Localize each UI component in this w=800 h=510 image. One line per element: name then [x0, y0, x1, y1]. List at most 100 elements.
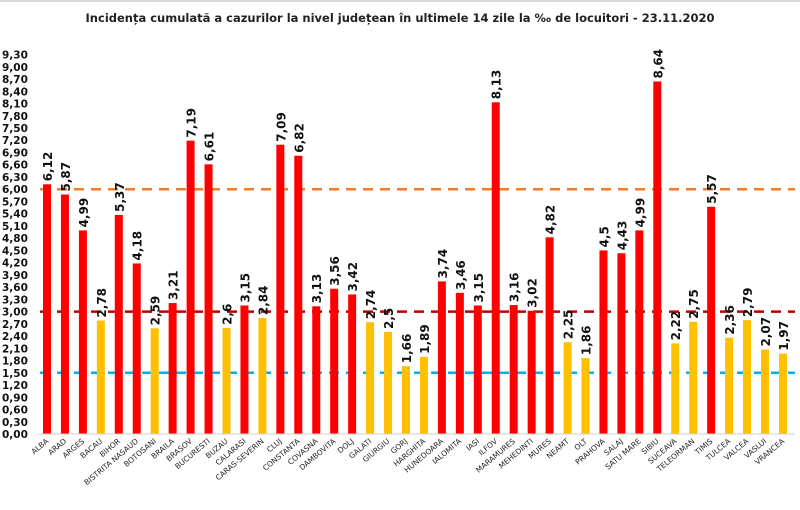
bar: [150, 328, 159, 434]
y-tick-label: 1,80: [2, 356, 28, 368]
y-tick-label: 0,60: [2, 405, 28, 417]
bar: [384, 332, 393, 434]
data-label: 4,99: [633, 198, 647, 228]
y-tick-label: 0,30: [2, 417, 28, 429]
bar: [330, 288, 339, 434]
data-label: 4,43: [615, 221, 629, 251]
data-label: 5,87: [59, 162, 73, 192]
y-tick-label: 4,50: [2, 245, 28, 257]
bar: [78, 230, 87, 434]
data-label: 3,74: [436, 249, 450, 279]
bar: [778, 353, 787, 434]
data-label: 8,64: [651, 49, 665, 79]
y-tick-label: 0,90: [2, 392, 28, 404]
bar: [491, 102, 500, 435]
bar: [527, 310, 536, 434]
y-tick-label: 0,00: [2, 429, 28, 441]
y-tick-label: 8,70: [2, 74, 28, 86]
y-tick-label: 6,00: [2, 184, 28, 196]
reference-lines: [40, 187, 795, 375]
data-label: 2,84: [256, 286, 270, 316]
y-tick-label: 2,70: [2, 319, 28, 331]
data-label: 2,22: [669, 311, 683, 341]
data-label: 3,15: [472, 273, 486, 303]
data-label: 6,82: [292, 123, 306, 153]
data-label: 3,15: [238, 273, 252, 303]
data-label: 1,89: [418, 324, 432, 354]
bar: [366, 322, 375, 434]
data-label: 2,07: [759, 317, 773, 347]
y-tick-label: 8,40: [2, 86, 28, 98]
data-label: 2,59: [149, 296, 163, 326]
bar: [294, 155, 303, 434]
bar: [222, 327, 231, 434]
bar: [761, 349, 769, 434]
bar: [743, 320, 752, 434]
bar: [43, 184, 51, 434]
data-label: 6,12: [41, 152, 55, 182]
bar: [563, 342, 572, 434]
y-tick-label: 3,60: [2, 282, 28, 294]
y-tick-label: 3,00: [2, 307, 28, 319]
bar: [581, 358, 590, 434]
data-label: 1,86: [580, 326, 594, 356]
y-tick-label: 4,80: [2, 233, 28, 245]
data-label: 6,61: [203, 132, 217, 162]
y-tick-label: 5,40: [2, 209, 28, 221]
bar: [96, 320, 105, 434]
data-label: 2,36: [723, 305, 737, 335]
data-label: 3,46: [454, 260, 468, 290]
data-label: 3,13: [310, 274, 324, 304]
bar: [312, 306, 321, 434]
bars: [43, 81, 787, 435]
bar: [60, 194, 69, 434]
bar: [635, 230, 644, 434]
bar: [599, 250, 608, 434]
data-label: 2,74: [364, 290, 378, 320]
data-label: 8,13: [490, 70, 504, 100]
bar: [707, 206, 716, 434]
y-tick-label: 5,70: [2, 196, 28, 208]
bar: [653, 81, 662, 434]
data-label: 3,56: [328, 256, 342, 286]
data-labels: 6,12 5,87 4,99 2,78 5,37 4,18 2,59 3,21 7,19 6,61…: [41, 49, 791, 363]
y-tick-label: 6,30: [2, 172, 28, 184]
bar: [276, 144, 285, 434]
data-label: 5,37: [113, 182, 127, 212]
bar: [437, 281, 446, 434]
y-axis: 0,000,300,600,901,201,501,802,102,402,70…: [2, 50, 28, 441]
data-label: 3,42: [346, 262, 360, 292]
bar: [617, 253, 626, 434]
bar: [348, 294, 357, 434]
data-label: 2,75: [687, 289, 701, 319]
data-label: 7,09: [274, 112, 288, 142]
data-label: 1,97: [777, 321, 791, 351]
y-tick-label: 8,10: [2, 99, 28, 111]
bar: [114, 214, 123, 434]
data-label: 5,57: [705, 174, 719, 204]
y-tick-label: 7,80: [2, 111, 28, 123]
y-tick-label: 4,20: [2, 258, 28, 270]
data-label: 4,82: [544, 205, 558, 235]
y-tick-label: 1,20: [2, 380, 28, 392]
bar: [132, 263, 141, 434]
bar: [186, 140, 195, 434]
bar: [240, 305, 249, 434]
bar: [545, 237, 554, 434]
data-label: 3,02: [526, 278, 540, 308]
data-label: 2,25: [562, 310, 576, 340]
bar: [509, 305, 518, 434]
data-label: 1,66: [400, 334, 414, 364]
data-label: 2,79: [741, 288, 755, 318]
chart-title: Incidența cumulată a cazurilor la nivel …: [86, 11, 715, 25]
y-tick-label: 6,90: [2, 147, 28, 159]
y-tick-label: 1,50: [2, 368, 28, 380]
data-label: 2,5: [382, 308, 396, 329]
data-label: 4,5: [597, 226, 611, 247]
data-label: 3,16: [508, 272, 522, 302]
y-tick-label: 5,10: [2, 221, 28, 233]
y-tick-label: 7,20: [2, 135, 28, 147]
bar: [671, 343, 680, 434]
